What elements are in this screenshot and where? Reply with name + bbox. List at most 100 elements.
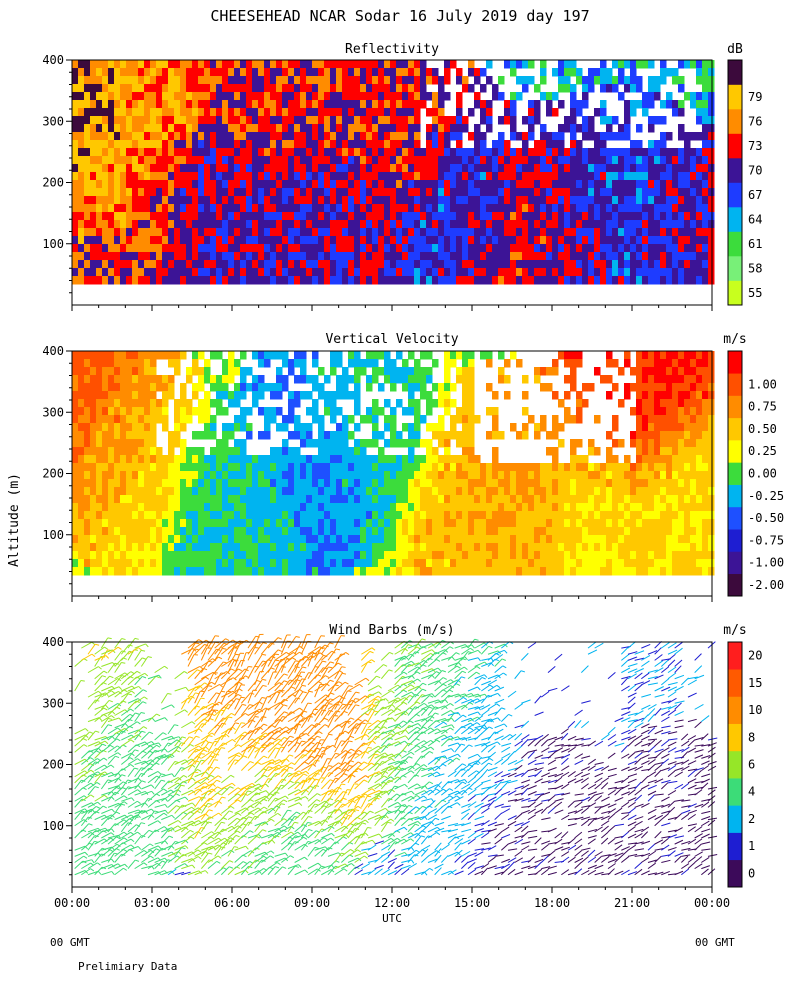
reflectivity-cell bbox=[132, 92, 139, 101]
reflectivity-cell bbox=[360, 132, 367, 141]
velocity-cell bbox=[108, 527, 115, 536]
reflectivity-cell bbox=[528, 196, 535, 205]
reflectivity-cell bbox=[690, 252, 697, 261]
velocity-cell bbox=[462, 487, 469, 496]
reflectivity-cell bbox=[450, 124, 457, 133]
reflectivity-cell bbox=[492, 164, 499, 173]
velocity-cell bbox=[552, 503, 559, 512]
velocity-cell bbox=[168, 383, 175, 392]
reflectivity-cell bbox=[318, 188, 325, 197]
reflectivity-cell bbox=[366, 100, 373, 109]
reflectivity-cell bbox=[570, 220, 577, 229]
reflectivity-cell bbox=[306, 244, 313, 253]
reflectivity-cell bbox=[666, 132, 673, 141]
velocity-cell bbox=[324, 495, 331, 504]
velocity-cell bbox=[318, 551, 325, 560]
reflectivity-cell bbox=[606, 124, 613, 133]
reflectivity-cell bbox=[288, 84, 295, 93]
velocity-cell bbox=[492, 495, 499, 504]
velocity-cell bbox=[246, 455, 253, 464]
velocity-cell bbox=[120, 527, 127, 536]
velocity-cell bbox=[138, 423, 145, 432]
reflectivity-cell bbox=[336, 76, 343, 85]
reflectivity-cell bbox=[252, 108, 259, 117]
velocity-cell bbox=[354, 479, 361, 488]
reflectivity-cell bbox=[492, 268, 499, 277]
velocity-cell bbox=[318, 527, 325, 536]
colorbar-swatch bbox=[728, 84, 742, 110]
velocity-cell bbox=[72, 543, 79, 552]
reflectivity-cell bbox=[114, 140, 121, 149]
reflectivity-cell bbox=[480, 212, 487, 221]
velocity-cell bbox=[276, 367, 283, 376]
velocity-cell bbox=[228, 359, 235, 368]
reflectivity-cell bbox=[216, 156, 223, 165]
reflectivity-cell bbox=[666, 260, 673, 269]
reflectivity-cell bbox=[504, 100, 511, 109]
velocity-cell bbox=[240, 487, 247, 496]
velocity-cell bbox=[564, 479, 571, 488]
reflectivity-cell bbox=[384, 156, 391, 165]
velocity-cell bbox=[276, 503, 283, 512]
reflectivity-cell bbox=[576, 148, 583, 157]
velocity-cell bbox=[210, 431, 217, 440]
velocity-cell bbox=[186, 559, 193, 568]
reflectivity-cell bbox=[198, 204, 205, 213]
velocity-cell bbox=[492, 423, 499, 432]
velocity-cell bbox=[390, 527, 397, 536]
reflectivity-cell bbox=[516, 220, 523, 229]
reflectivity-cell bbox=[450, 60, 457, 69]
velocity-cell bbox=[126, 511, 133, 520]
reflectivity-cell bbox=[546, 172, 553, 181]
reflectivity-cell bbox=[696, 92, 703, 101]
velocity-cell bbox=[102, 383, 109, 392]
velocity-cell bbox=[108, 551, 115, 560]
velocity-cell bbox=[552, 543, 559, 552]
reflectivity-cell bbox=[96, 108, 103, 117]
velocity-cell bbox=[186, 399, 193, 408]
velocity-cell bbox=[162, 511, 169, 520]
velocity-cell bbox=[552, 535, 559, 544]
reflectivity-cell bbox=[678, 268, 685, 277]
reflectivity-cell bbox=[456, 172, 463, 181]
velocity-cell bbox=[162, 527, 169, 536]
reflectivity-cell bbox=[348, 84, 355, 93]
velocity-cell bbox=[588, 383, 595, 392]
reflectivity-cell bbox=[612, 180, 619, 189]
velocity-cell bbox=[150, 431, 157, 440]
velocity-cell bbox=[360, 495, 367, 504]
reflectivity-cell bbox=[696, 228, 703, 237]
reflectivity-cell bbox=[516, 76, 523, 85]
velocity-cell bbox=[522, 391, 529, 400]
velocity-cell bbox=[102, 439, 109, 448]
velocity-cell bbox=[546, 479, 553, 488]
reflectivity-cell bbox=[702, 196, 709, 205]
reflectivity-cell bbox=[540, 188, 547, 197]
velocity-cell bbox=[384, 535, 391, 544]
velocity-cell bbox=[372, 511, 379, 520]
reflectivity-cell bbox=[480, 108, 487, 117]
reflectivity-cell bbox=[606, 172, 613, 181]
reflectivity-cell bbox=[90, 212, 97, 221]
reflectivity-cell bbox=[540, 172, 547, 181]
reflectivity-cell bbox=[258, 196, 265, 205]
velocity-cell bbox=[84, 367, 91, 376]
reflectivity-cell bbox=[612, 196, 619, 205]
velocity-cell bbox=[378, 511, 385, 520]
velocity-cell bbox=[300, 351, 307, 360]
velocity-cell bbox=[534, 375, 541, 384]
reflectivity-cell bbox=[660, 276, 667, 285]
reflectivity-cell bbox=[324, 84, 331, 93]
velocity-cell bbox=[384, 487, 391, 496]
velocity-cell bbox=[354, 367, 361, 376]
reflectivity-cell bbox=[324, 132, 331, 141]
reflectivity-cell bbox=[582, 244, 589, 253]
reflectivity-cell bbox=[708, 228, 715, 237]
velocity-cell bbox=[522, 519, 529, 528]
reflectivity-cell bbox=[588, 116, 595, 125]
reflectivity-cell bbox=[708, 140, 715, 149]
reflectivity-cell bbox=[492, 228, 499, 237]
velocity-cell bbox=[198, 567, 205, 576]
velocity-cell bbox=[360, 503, 367, 512]
velocity-cell bbox=[468, 407, 475, 416]
